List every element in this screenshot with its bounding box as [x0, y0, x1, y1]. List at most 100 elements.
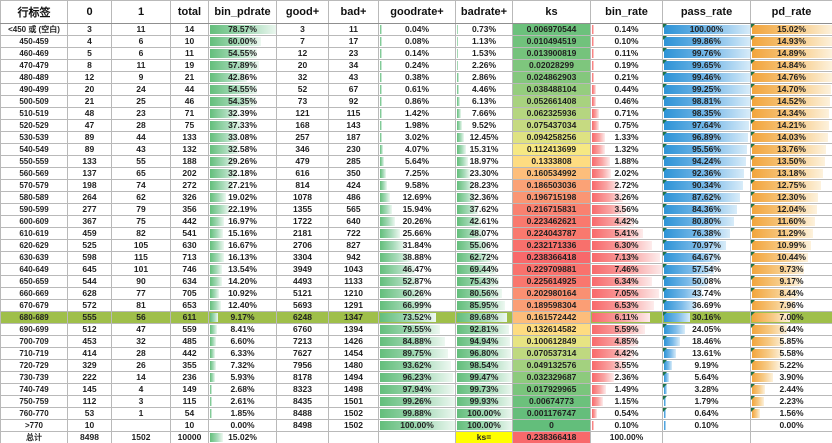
- cell-total[interactable]: 442: [170, 347, 209, 360]
- column-header-good-plus[interactable]: good+: [276, 0, 329, 24]
- cell-ks[interactable]: 0.232171336: [512, 239, 591, 252]
- cell-ks[interactable]: 0.112413699: [512, 143, 591, 156]
- cell-good-plus[interactable]: 6248: [276, 311, 329, 324]
- cell-col-1[interactable]: 26: [111, 359, 171, 372]
- cell-ks[interactable]: 0.196715198: [512, 191, 591, 204]
- cell-col-0[interactable]: 47: [67, 119, 112, 132]
- cell-col-1[interactable]: 1: [111, 407, 171, 420]
- cell-pd-rate[interactable]: 10.44%: [750, 251, 832, 264]
- cell-ks[interactable]: 0.00674773: [512, 395, 591, 408]
- cell-ks[interactable]: 0.132614582: [512, 323, 591, 336]
- cell-pass-rate[interactable]: 36.69%: [662, 299, 751, 312]
- cell-goodrate-plus[interactable]: 99.26%: [378, 395, 456, 408]
- cell-pass-rate[interactable]: 76.38%: [662, 227, 751, 240]
- cell-pass-rate[interactable]: 0.64%: [662, 407, 751, 420]
- cell-goodrate-plus[interactable]: 1.98%: [378, 119, 456, 132]
- cell-total[interactable]: 149: [170, 383, 209, 396]
- cell-bad-plus[interactable]: 1133: [328, 275, 379, 288]
- cell-badrate-plus[interactable]: 7.66%: [455, 107, 513, 120]
- cell-col-1[interactable]: 28: [111, 119, 171, 132]
- cell-col-0[interactable]: 112: [67, 395, 112, 408]
- cell-bad-plus[interactable]: 285: [328, 155, 379, 168]
- cell-pass-rate[interactable]: 98.35%: [662, 107, 751, 120]
- cell-row-label[interactable]: 460-469: [0, 47, 68, 60]
- cell-ks[interactable]: 0.010494519: [512, 35, 591, 48]
- cell-bad-plus[interactable]: 67: [328, 83, 379, 96]
- cell-badrate-plus[interactable]: 4.46%: [455, 83, 513, 96]
- cell-bin-pdrate[interactable]: 60.00%: [208, 35, 277, 48]
- cell-col-0[interactable]: 572: [67, 299, 112, 312]
- cell-row-label[interactable]: 710-719: [0, 347, 68, 360]
- cell-pass-rate[interactable]: 98.81%: [662, 95, 751, 108]
- cell-bin-pdrate[interactable]: 27.21%: [208, 179, 277, 192]
- cell-row-label[interactable]: 580-589: [0, 191, 68, 204]
- cell-bad-plus[interactable]: 1291: [328, 299, 379, 312]
- cell-col-1[interactable]: 77: [111, 287, 171, 300]
- cell-ks[interactable]: 0.062325936: [512, 107, 591, 120]
- total-cell-col-0[interactable]: 8498: [67, 431, 112, 443]
- cell-bin-pdrate[interactable]: 16.67%: [208, 239, 277, 252]
- cell-good-plus[interactable]: 3304: [276, 251, 329, 264]
- cell-ks[interactable]: 0.052661408: [512, 95, 591, 108]
- cell-goodrate-plus[interactable]: 93.62%: [378, 359, 456, 372]
- cell-pass-rate[interactable]: 99.86%: [662, 35, 751, 48]
- cell-col-0[interactable]: 12: [67, 71, 112, 84]
- cell-bin-rate[interactable]: 7.05%: [590, 287, 663, 300]
- cell-pd-rate[interactable]: 9.73%: [750, 263, 832, 276]
- cell-bin-rate[interactable]: 3.26%: [590, 191, 663, 204]
- cell-badrate-plus[interactable]: 1.53%: [455, 47, 513, 60]
- cell-goodrate-plus[interactable]: 7.25%: [378, 167, 456, 180]
- cell-good-plus[interactable]: 7956: [276, 359, 329, 372]
- cell-badrate-plus[interactable]: 48.07%: [455, 227, 513, 240]
- cell-total[interactable]: 188: [170, 155, 209, 168]
- cell-bad-plus[interactable]: 187: [328, 131, 379, 144]
- cell-col-1[interactable]: 75: [111, 215, 171, 228]
- cell-ks[interactable]: 0.229709881: [512, 263, 591, 276]
- cell-col-1[interactable]: 115: [111, 251, 171, 264]
- cell-badrate-plus[interactable]: 55.06%: [455, 239, 513, 252]
- cell-badrate-plus[interactable]: 2.26%: [455, 59, 513, 72]
- cell-bin-rate[interactable]: 4.42%: [590, 347, 663, 360]
- cell-pass-rate[interactable]: 43.74%: [662, 287, 751, 300]
- cell-ks[interactable]: 0.238366418: [512, 251, 591, 264]
- cell-badrate-plus[interactable]: 2.86%: [455, 71, 513, 84]
- cell-bin-rate[interactable]: 0.46%: [590, 95, 663, 108]
- cell-bin-pdrate[interactable]: 54.35%: [208, 95, 277, 108]
- cell-bad-plus[interactable]: 115: [328, 107, 379, 120]
- cell-bin-rate[interactable]: 0.21%: [590, 71, 663, 84]
- cell-bad-plus[interactable]: 1426: [328, 335, 379, 348]
- cell-goodrate-plus[interactable]: 38.88%: [378, 251, 456, 264]
- cell-pd-rate[interactable]: 14.84%: [750, 59, 832, 72]
- cell-col-1[interactable]: 6: [111, 35, 171, 48]
- cell-ks[interactable]: 0.161572442: [512, 311, 591, 324]
- cell-col-0[interactable]: 4: [67, 35, 112, 48]
- cell-col-0[interactable]: 198: [67, 179, 112, 192]
- cell-goodrate-plus[interactable]: 0.86%: [378, 95, 456, 108]
- cell-badrate-plus[interactable]: 32.36%: [455, 191, 513, 204]
- cell-good-plus[interactable]: 346: [276, 143, 329, 156]
- total-cell-total[interactable]: 10000: [170, 431, 209, 443]
- cell-col-0[interactable]: 414: [67, 347, 112, 360]
- cell-total[interactable]: 71: [170, 107, 209, 120]
- cell-goodrate-plus[interactable]: 5.64%: [378, 155, 456, 168]
- cell-bin-pdrate[interactable]: 33.08%: [208, 131, 277, 144]
- cell-goodrate-plus[interactable]: 20.26%: [378, 215, 456, 228]
- cell-col-1[interactable]: 11: [111, 59, 171, 72]
- cell-ks[interactable]: 0.160534992: [512, 167, 591, 180]
- cell-total[interactable]: 630: [170, 239, 209, 252]
- cell-pass-rate[interactable]: 99.25%: [662, 83, 751, 96]
- column-header-total[interactable]: total: [170, 0, 209, 24]
- cell-pd-rate[interactable]: 9.17%: [750, 275, 832, 288]
- cell-good-plus[interactable]: 121: [276, 107, 329, 120]
- cell-row-label[interactable]: 700-709: [0, 335, 68, 348]
- cell-badrate-plus[interactable]: 99.47%: [455, 371, 513, 384]
- cell-badrate-plus[interactable]: 0.73%: [455, 23, 513, 36]
- cell-row-label[interactable]: 590-599: [0, 203, 68, 216]
- cell-bin-pdrate[interactable]: 2.68%: [208, 383, 277, 396]
- cell-pd-rate[interactable]: 15.02%: [750, 23, 832, 36]
- cell-pd-rate[interactable]: 10.99%: [750, 239, 832, 252]
- cell-goodrate-plus[interactable]: 0.14%: [378, 47, 456, 60]
- cell-row-label[interactable]: <450 或 (空白): [0, 23, 68, 36]
- cell-goodrate-plus[interactable]: 0.08%: [378, 35, 456, 48]
- cell-good-plus[interactable]: 616: [276, 167, 329, 180]
